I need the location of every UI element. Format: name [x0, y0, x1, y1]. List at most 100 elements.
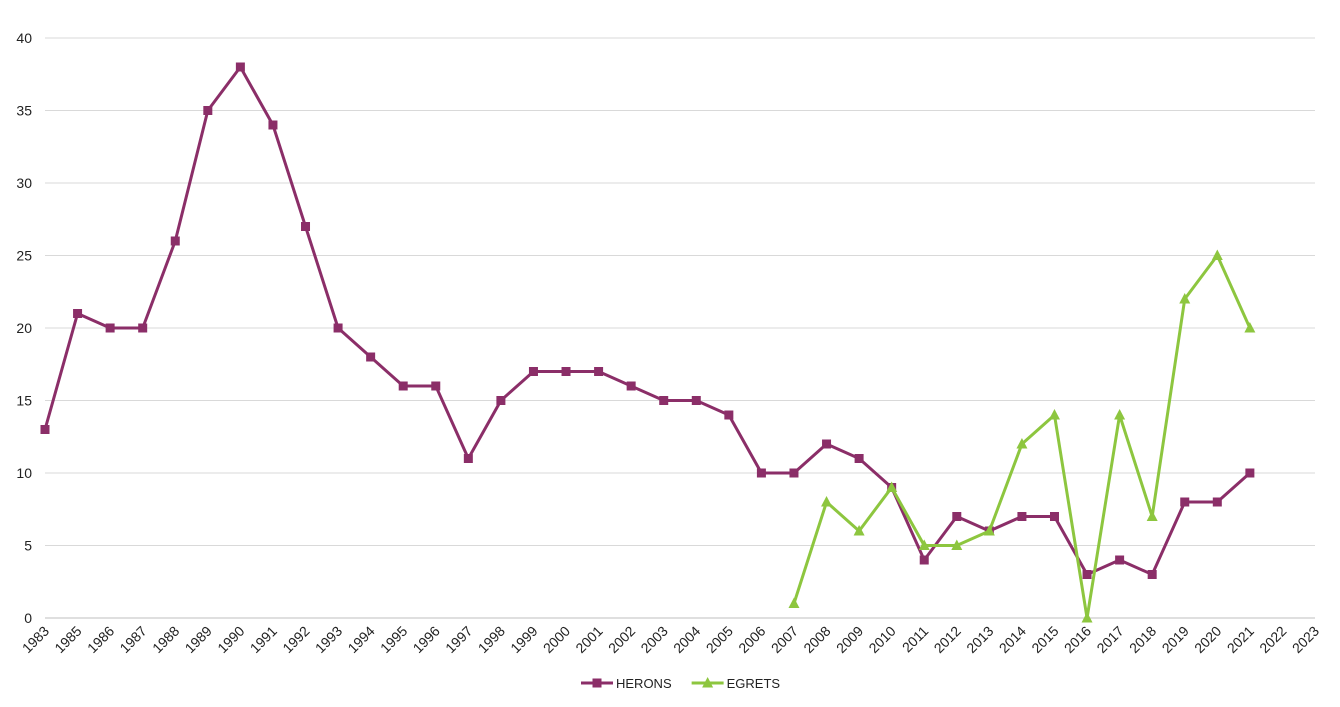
x-tick-label: 2008 [800, 623, 833, 656]
series-egrets [788, 249, 1256, 623]
x-tick-label: 2001 [572, 623, 605, 656]
data-point-herons [301, 222, 311, 231]
x-tick-label: 1986 [84, 623, 117, 656]
data-point-egrets [1081, 612, 1093, 623]
series-line-egrets [792, 254, 1252, 620]
data-point-egrets [951, 539, 963, 550]
data-point-herons [789, 468, 799, 478]
data-point-herons [1147, 570, 1157, 579]
x-tick-label: 2022 [1256, 623, 1289, 656]
x-tick-label: 2004 [670, 623, 703, 656]
x-tick-label: 1989 [182, 623, 215, 656]
x-tick-label: 2018 [1126, 623, 1159, 656]
y-tick-label: 35 [16, 103, 32, 119]
y-axis: 0 5 10 15 20 25 30 35 40 [16, 30, 32, 626]
x-tick-label: 2012 [931, 623, 964, 656]
x-tick-label: 1987 [116, 623, 149, 656]
data-point-herons [105, 323, 115, 333]
x-tick-label: 2006 [735, 623, 768, 656]
x-tick-label: 1996 [410, 623, 443, 656]
series-layer [40, 62, 1256, 623]
data-point-herons [1049, 512, 1059, 521]
x-tick-label: 1991 [247, 623, 280, 656]
data-point-herons [1212, 497, 1222, 507]
data-point-egrets [886, 481, 898, 492]
x-tick-label: 1990 [214, 623, 247, 656]
data-point-herons [756, 468, 766, 478]
data-point-egrets [1211, 249, 1223, 260]
data-point-egrets [1016, 438, 1028, 449]
x-tick-label: 2000 [540, 623, 573, 656]
y-tick-label: 30 [16, 175, 32, 191]
data-point-herons [73, 309, 83, 318]
data-point-egrets [918, 539, 930, 550]
x-tick-label: 2015 [1028, 623, 1061, 656]
data-point-egrets [821, 496, 833, 507]
x-tick-label: 1993 [312, 623, 345, 656]
data-point-herons [431, 381, 441, 391]
x-tick-label: 2002 [605, 623, 638, 656]
data-point-herons [203, 106, 213, 115]
data-point-egrets [1244, 322, 1256, 333]
x-tick-label: 1985 [51, 623, 84, 656]
x-tick-label: 2010 [865, 623, 898, 656]
x-tick-label: 2003 [637, 623, 670, 656]
data-point-egrets [853, 525, 865, 536]
x-tick-label: 1998 [475, 623, 508, 656]
data-point-herons [138, 323, 148, 333]
y-tick-label: 0 [24, 610, 32, 626]
data-point-egrets [1179, 293, 1191, 304]
y-tick-label: 10 [16, 465, 32, 481]
data-point-herons [594, 367, 604, 376]
data-point-herons [235, 62, 245, 72]
x-tick-label: 1994 [344, 623, 377, 656]
legend-label-egrets: EGRETS [727, 676, 781, 691]
data-point-herons [1115, 555, 1125, 565]
data-point-herons [40, 425, 50, 434]
data-point-egrets [1114, 409, 1126, 420]
x-tick-label: 1983 [19, 623, 52, 656]
data-point-egrets [983, 525, 995, 536]
x-tick-label: 2020 [1191, 623, 1224, 656]
y-tick-label: 40 [16, 30, 32, 46]
x-tick-label: 2013 [963, 623, 996, 656]
data-point-herons [919, 555, 929, 565]
data-point-herons [1017, 512, 1027, 521]
data-point-herons [463, 454, 473, 463]
x-tick-label: 1999 [507, 623, 540, 656]
data-point-herons [659, 396, 669, 405]
y-tick-label: 5 [24, 538, 32, 554]
data-point-herons [561, 367, 571, 376]
data-point-herons [1082, 570, 1092, 579]
data-point-herons [398, 381, 408, 391]
x-tick-label: 1995 [377, 623, 410, 656]
x-tick-label: 2007 [768, 623, 801, 656]
legend-item-egrets: EGRETS [691, 676, 781, 691]
data-point-egrets [1048, 409, 1060, 420]
data-point-herons [1245, 468, 1255, 478]
data-point-herons [268, 120, 278, 130]
series-herons [40, 62, 1255, 579]
data-point-herons [626, 381, 636, 391]
x-axis: 1983 1985 1986 1987 1988 1989 1990 1991 1992 1993… [19, 623, 1322, 656]
legend: HERONS EGRETS [581, 676, 780, 691]
data-point-herons [333, 323, 343, 333]
x-tick-label: 2021 [1224, 623, 1257, 656]
legend-label-herons: HERONS [616, 676, 672, 691]
data-point-herons [854, 454, 864, 463]
y-tick-label: 20 [16, 320, 32, 336]
data-point-herons [1180, 497, 1190, 507]
legend-item-herons: HERONS [581, 676, 672, 691]
x-tick-label: 2017 [1093, 623, 1126, 656]
data-point-herons [366, 352, 376, 362]
data-point-herons [724, 410, 734, 420]
x-tick-label: 2009 [833, 623, 866, 656]
x-tick-label: 2014 [996, 623, 1029, 656]
x-tick-label: 2023 [1289, 623, 1322, 656]
data-point-herons [822, 439, 832, 449]
x-tick-label: 1997 [442, 623, 475, 656]
x-tick-label: 1992 [279, 623, 312, 656]
data-point-egrets [1146, 510, 1158, 521]
gridlines [45, 37, 1315, 619]
